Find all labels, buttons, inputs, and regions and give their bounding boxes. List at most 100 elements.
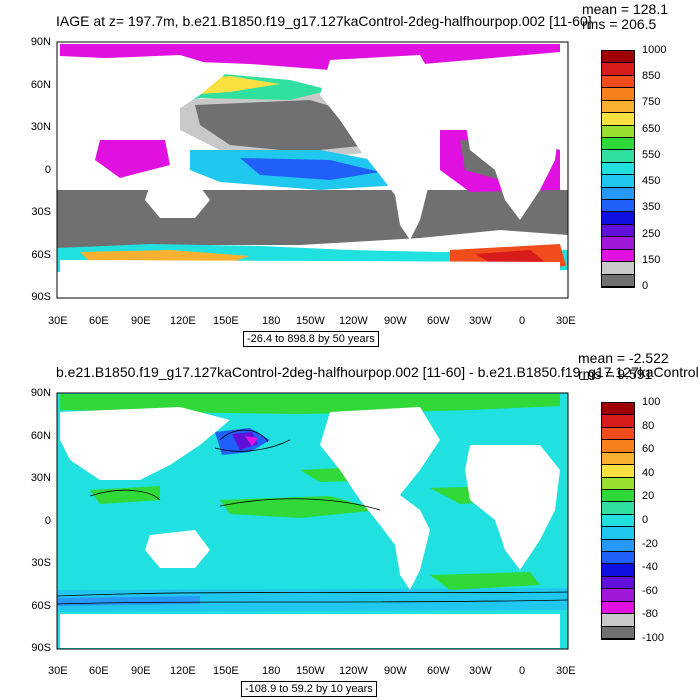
colorbar-label: 550: [642, 148, 661, 161]
panel2-range-note: -108.9 to 59.2 by 10 years: [241, 681, 377, 697]
panel1-xtick-label: 120W: [339, 315, 368, 327]
panel1-xtick-label: 0: [519, 315, 526, 327]
panel2-colorbar: [601, 402, 635, 640]
colorbar-swatch: [602, 614, 634, 627]
panel2-colorbar-labels: 100 80 60 40 20 0 -20 -40 -60 -80 -100: [642, 396, 692, 646]
colorbar-swatch: [602, 125, 634, 138]
panel1-xtick-label: 150E: [213, 315, 239, 327]
panel2-xtick-label: 150E: [213, 665, 239, 677]
panel1-continent-asia: [60, 55, 230, 130]
panel1-continent-americas: [320, 55, 440, 240]
colorbar-swatch: [602, 440, 634, 453]
panel1-map-field: [57, 42, 568, 298]
panel1-continent-australia: [145, 180, 210, 218]
panel2-title: b.e21.B1850.f19_g17.127kaControl-2deg-ha…: [56, 364, 699, 380]
colorbar-swatch: [602, 576, 634, 590]
colorbar-label: -100: [642, 632, 665, 644]
colorbar-swatch: [602, 564, 634, 577]
colorbar-label: 80: [642, 419, 655, 432]
panel1-ytick-label: 30N: [30, 121, 51, 133]
colorbar-swatch: [602, 465, 634, 478]
colorbar-label: 650: [642, 122, 661, 135]
panel1-ytick-label: 60S: [31, 249, 51, 261]
panel1-xtick-label: 60W: [427, 315, 450, 327]
panel1-xtick-label: 150W: [296, 315, 325, 327]
colorbar-swatch: [602, 452, 634, 466]
colorbar-swatch: [602, 175, 634, 188]
colorbar-label: 20: [642, 490, 655, 503]
panel2-xtick-label: 30E: [48, 665, 68, 677]
colorbar-swatch: [602, 262, 634, 275]
panel2-ytick-label: 30S: [31, 557, 51, 569]
panel1-xtick-label: 90E: [131, 315, 151, 327]
colorbar-swatch: [602, 514, 634, 528]
colorbar-label: 850: [642, 70, 661, 83]
panel1-ytick-label: 60N: [30, 79, 51, 91]
panel1-y-axis: 90N 60N 30N 0 30S 60S 90S: [0, 0, 57, 303]
colorbar-swatch: [602, 552, 634, 565]
panel2-ytick-label: 60N: [30, 430, 51, 442]
panel2-xtick-label: 180: [262, 665, 281, 677]
colorbar-swatch: [602, 51, 634, 64]
panel2-xtick-label: 30E: [556, 665, 576, 677]
panel2-x-axis: 30E 60E 90E 120E 150E 180 150W 120W 90W …: [0, 665, 700, 679]
colorbar-swatch: [602, 150, 634, 163]
colorbar-swatch: [602, 113, 634, 126]
panel2-ytick-label: 0: [44, 515, 51, 527]
panel1-rms: rms = 206.5: [582, 16, 657, 32]
panel2-rms: rms = 9.591: [578, 366, 653, 382]
colorbar-swatch: [602, 626, 634, 639]
panel2-xtick-label: 150W: [296, 665, 325, 677]
panel2-xtick-label: 0: [519, 665, 526, 677]
panel2-map-field: [56, 393, 569, 649]
panel2-xtick-label: 120W: [339, 665, 368, 677]
colorbar-swatch: [602, 502, 634, 515]
colorbar-swatch: [602, 100, 634, 114]
panel1-xtick-label: 120E: [170, 315, 196, 327]
panel2-xtick-label: 90E: [131, 665, 151, 677]
colorbar-swatch: [602, 237, 634, 250]
panel2-xtick-label: 30W: [469, 665, 492, 677]
panel1-ytick-label: 90S: [31, 291, 51, 303]
panel2-ytick-label: 90S: [31, 642, 51, 654]
colorbar-swatch: [602, 427, 634, 441]
panel2-continent-africa: [465, 445, 560, 570]
panel2-xtick-label: 60W: [427, 665, 450, 677]
colorbar-swatch: [602, 489, 634, 503]
panel1-continent-africa: [465, 95, 560, 220]
panel1-colorbar-labels: 1000 850 750 650 550 450 350 250 150 0: [642, 44, 692, 294]
colorbar-swatch: [602, 212, 634, 225]
colorbar-swatch: [602, 589, 634, 602]
colorbar-swatch: [602, 249, 634, 263]
panel1-xtick-label: 60E: [89, 315, 109, 327]
colorbar-label: -40: [642, 561, 658, 574]
colorbar-label: 60: [642, 443, 655, 456]
panel2-xtick-label: 120E: [170, 665, 196, 677]
colorbar-swatch: [602, 601, 634, 615]
panel1-xtick-label: 30E: [556, 315, 576, 327]
panel2-ytick-label: 60S: [31, 600, 51, 612]
colorbar-label: 1000: [642, 44, 667, 56]
panel1-title: IAGE at z= 197.7m, b.e21.B1850.f19_g17.1…: [56, 13, 592, 29]
colorbar-label: 100: [642, 396, 661, 408]
colorbar-swatch: [602, 527, 634, 540]
panel1-xtick-label: 30E: [48, 315, 68, 327]
panel2-y-axis: 90N 60N 30N 0 30S 60S 90S: [0, 351, 57, 654]
panel2-continent-australia: [145, 530, 210, 568]
panel2-continent-asia: [60, 407, 230, 480]
colorbar-swatch: [602, 137, 634, 151]
colorbar-label: 250: [642, 227, 661, 240]
colorbar-label: 0: [642, 514, 649, 526]
colorbar-swatch: [602, 415, 634, 428]
colorbar-swatch: [602, 88, 634, 101]
panel1-xtick-label: 180: [262, 315, 281, 327]
colorbar-label: 150: [642, 253, 661, 266]
colorbar-swatch: [602, 187, 634, 201]
colorbar-label: 750: [642, 96, 661, 109]
colorbar-swatch: [602, 539, 634, 553]
panel1-ytick-label: 0: [44, 164, 51, 176]
colorbar-swatch: [602, 477, 634, 490]
panel2-continent-americas: [320, 407, 440, 590]
panel2-xtick-label: 90W: [384, 665, 407, 677]
